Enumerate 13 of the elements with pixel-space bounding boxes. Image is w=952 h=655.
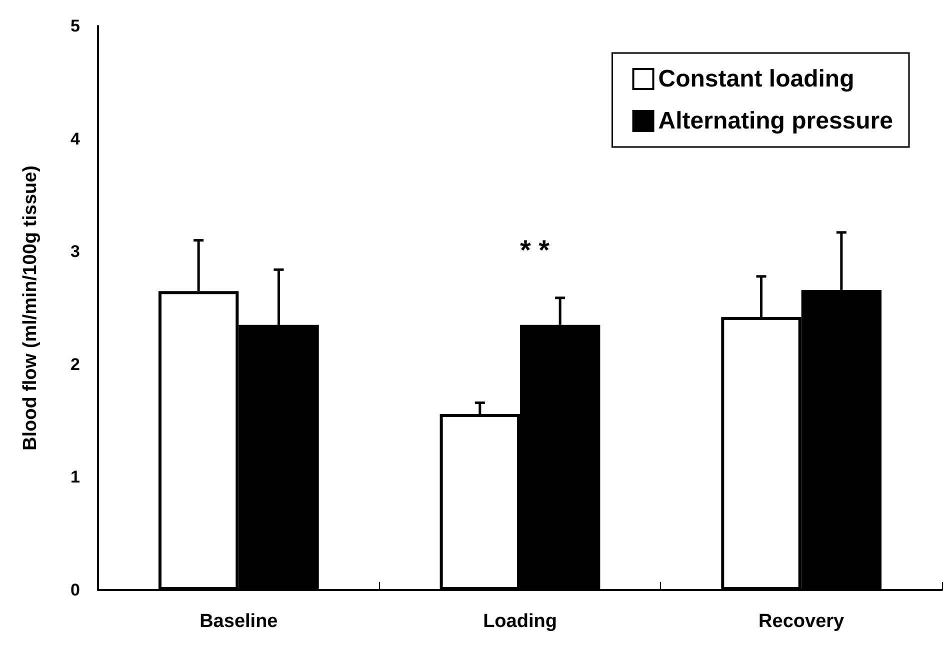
y-tick-label: 0 [70,580,80,600]
y-tick-label: 4 [70,129,81,148]
y-tick-label: 3 [70,242,80,262]
y-tick-label: 2 [70,354,80,374]
y-axis-title: Blood flow (ml/min/100g tissue) [20,165,41,451]
legend-label: Constant loading [658,66,854,92]
x-tick-label: Loading [483,611,557,632]
y-tick-label: 1 [70,468,80,487]
x-tick-label: Recovery [758,611,845,632]
y-tick-label: 5 [70,16,80,36]
x-tick-label: Baseline [200,611,278,632]
annotation: * * [520,234,550,266]
legend-label: Alternating pressure [658,108,894,134]
